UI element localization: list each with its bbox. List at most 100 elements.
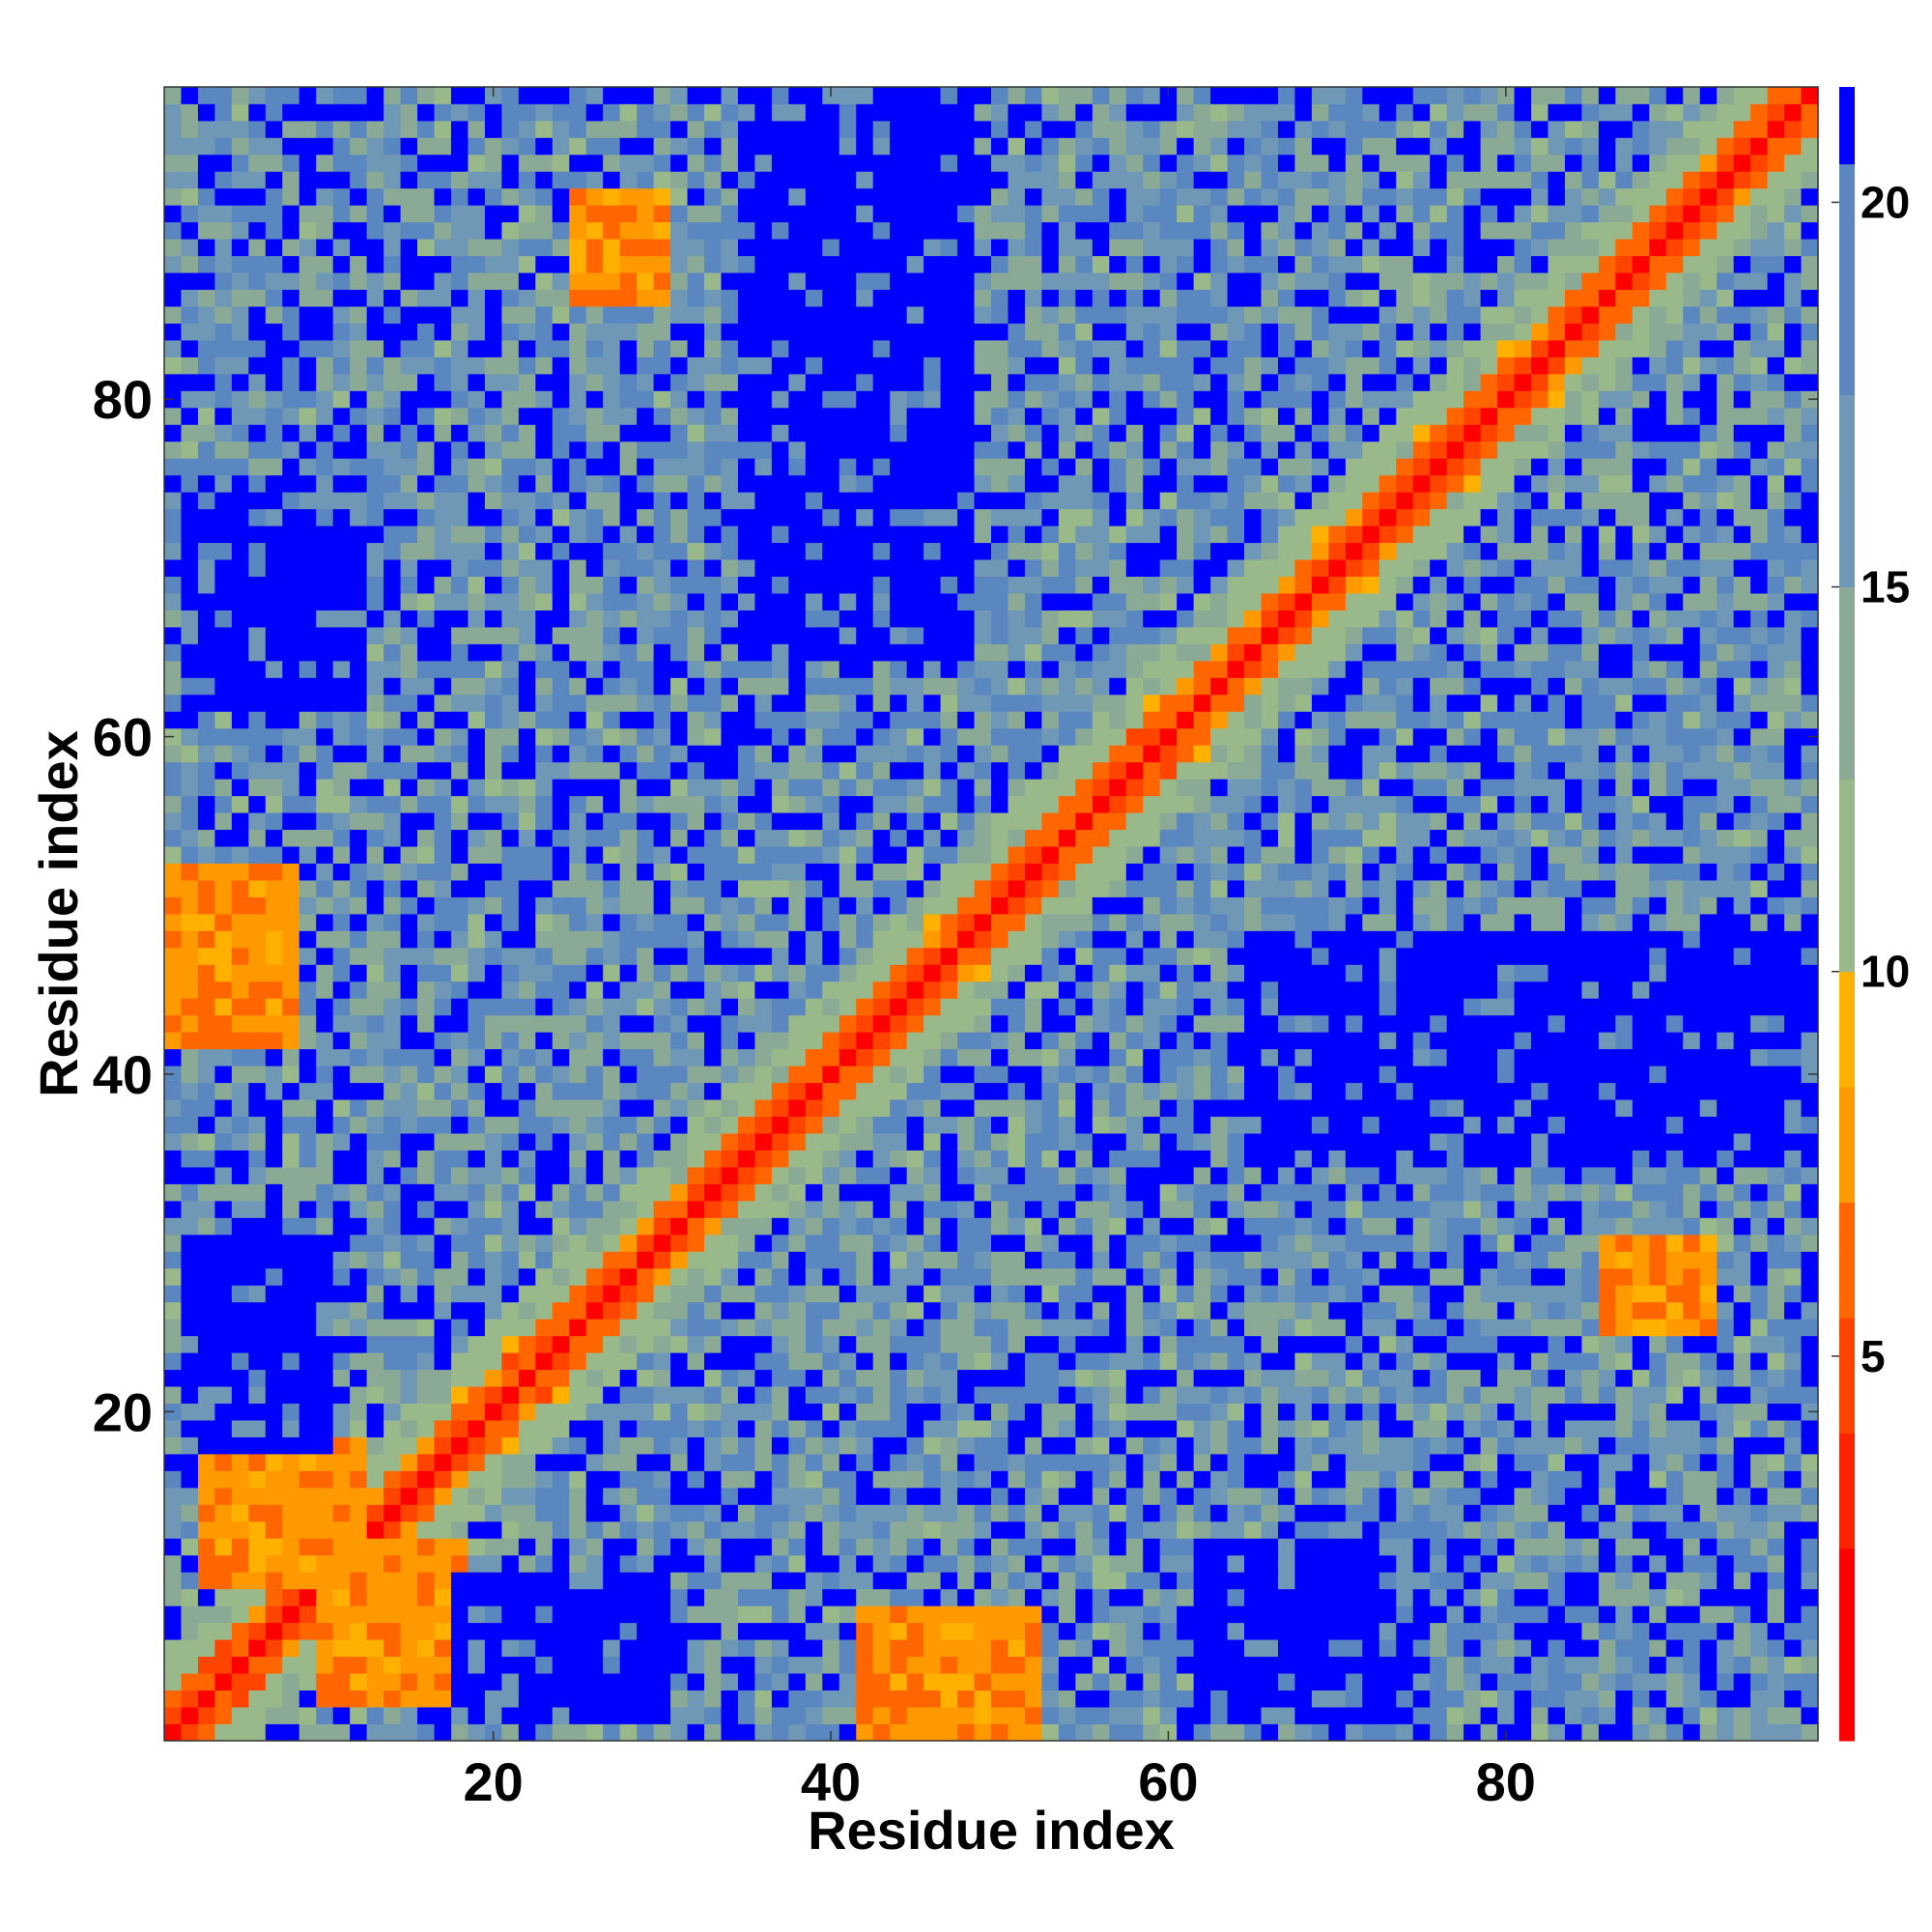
- heatmap-cell: [384, 1554, 401, 1573]
- heatmap-cell: [400, 1369, 418, 1387]
- heatmap-cell: [822, 1572, 840, 1590]
- heatmap-cell: [434, 1588, 452, 1606]
- heatmap-cell: [991, 542, 1009, 560]
- heatmap-cell: [754, 1622, 773, 1640]
- heatmap-cell: [991, 610, 1009, 628]
- heatmap-cell: [838, 1032, 857, 1050]
- heatmap-cell: [940, 1167, 958, 1184]
- heatmap-cell: [856, 1167, 874, 1184]
- heatmap-cell: [822, 1065, 840, 1084]
- heatmap-cell: [181, 1588, 199, 1606]
- heatmap-cell: [468, 1335, 486, 1353]
- heatmap-cell: [957, 1673, 975, 1690]
- heatmap-cell: [906, 154, 924, 172]
- heatmap-cell: [450, 255, 469, 273]
- heatmap-cell: [164, 440, 182, 459]
- heatmap-cell: [923, 964, 941, 982]
- heatmap-cell: [670, 1420, 688, 1437]
- heatmap-cell: [737, 1133, 755, 1151]
- heatmap-cell: [805, 171, 823, 189]
- heatmap-cell: [231, 1403, 249, 1421]
- heatmap-cell: [670, 1301, 688, 1320]
- heatmap-cell: [687, 1116, 705, 1134]
- heatmap-cell: [619, 542, 638, 560]
- heatmap-cell: [923, 390, 941, 409]
- heatmap-cell: [822, 272, 840, 291]
- heatmap-cell: [721, 1032, 739, 1050]
- heatmap-cell: [585, 914, 604, 931]
- heatmap-cell: [856, 1234, 874, 1252]
- heatmap-cell: [603, 1454, 621, 1471]
- heatmap-cell: [231, 745, 249, 763]
- heatmap-cell: [417, 205, 435, 223]
- heatmap-cell: [788, 390, 807, 409]
- heatmap-cell: [298, 880, 317, 897]
- heatmap-cell: [704, 1504, 722, 1522]
- heatmap-cell: [214, 1572, 233, 1590]
- heatmap-cell: [569, 914, 587, 931]
- heatmap-cell: [838, 407, 857, 425]
- heatmap-cell: [940, 795, 958, 813]
- heatmap-cell: [248, 980, 267, 999]
- heatmap-cell: [805, 761, 823, 780]
- heatmap-cell: [991, 1639, 1009, 1658]
- heatmap-cell: [872, 323, 891, 341]
- heatmap-cell: [872, 373, 891, 391]
- heatmap-cell: [991, 1504, 1009, 1522]
- heatmap-cell: [569, 1707, 587, 1724]
- heatmap-cell: [434, 1150, 452, 1168]
- heatmap-cell: [974, 779, 992, 797]
- heatmap-cell: [737, 255, 755, 273]
- heatmap-cell: [704, 1251, 722, 1269]
- heatmap-cell: [484, 914, 502, 931]
- heatmap-cell: [940, 440, 958, 459]
- heatmap-cell: [535, 745, 554, 763]
- heatmap-cell: [181, 542, 199, 560]
- heatmap-cell: [1008, 559, 1026, 578]
- heatmap-cell: [298, 407, 317, 425]
- heatmap-cell: [872, 1200, 891, 1218]
- heatmap-cell: [434, 340, 452, 357]
- heatmap-cell: [838, 255, 857, 273]
- heatmap-cell: [957, 593, 975, 611]
- heatmap-cell: [214, 255, 233, 273]
- heatmap-cell: [737, 508, 755, 526]
- heatmap-cell: [838, 1369, 857, 1387]
- heatmap-cell: [298, 1673, 317, 1690]
- heatmap-cell: [822, 1588, 840, 1606]
- heatmap-cell: [384, 1116, 401, 1134]
- heatmap-cell: [501, 1454, 520, 1471]
- heatmap-cell: [704, 474, 722, 493]
- heatmap-cell: [1008, 407, 1026, 425]
- heatmap-cell: [332, 1319, 351, 1337]
- heatmap-cell: [906, 947, 924, 965]
- heatmap-cell: [923, 1454, 941, 1471]
- heatmap-cell: [771, 1504, 789, 1522]
- heatmap-cell: [890, 1605, 908, 1624]
- heatmap-cell: [788, 1538, 807, 1556]
- heatmap-cell: [822, 1436, 840, 1455]
- heatmap-cell: [282, 1150, 300, 1168]
- heatmap-cell: [721, 980, 739, 999]
- heatmap-cell: [265, 1690, 283, 1708]
- heatmap-cell: [400, 643, 418, 662]
- heatmap-cell: [923, 1436, 941, 1455]
- heatmap-cell: [771, 1403, 789, 1421]
- heatmap-cell: [653, 1048, 671, 1066]
- heatmap-cell: [906, 677, 924, 696]
- heatmap-cell: [957, 1301, 975, 1320]
- heatmap-cell: [805, 474, 823, 493]
- heatmap-cell: [957, 407, 975, 425]
- heatmap-cell: [991, 137, 1009, 156]
- heatmap-cell: [856, 1369, 874, 1387]
- heatmap-cell: [501, 458, 520, 476]
- heatmap-cell: [619, 1217, 638, 1236]
- heatmap-cell: [890, 205, 908, 223]
- heatmap-cell: [181, 812, 199, 831]
- heatmap-cell: [906, 1032, 924, 1050]
- heatmap-cell: [619, 474, 638, 493]
- heatmap-cell: [788, 1386, 807, 1405]
- heatmap-cell: [1008, 779, 1026, 797]
- heatmap-cell: [619, 239, 638, 257]
- heatmap-cell: [957, 1014, 975, 1033]
